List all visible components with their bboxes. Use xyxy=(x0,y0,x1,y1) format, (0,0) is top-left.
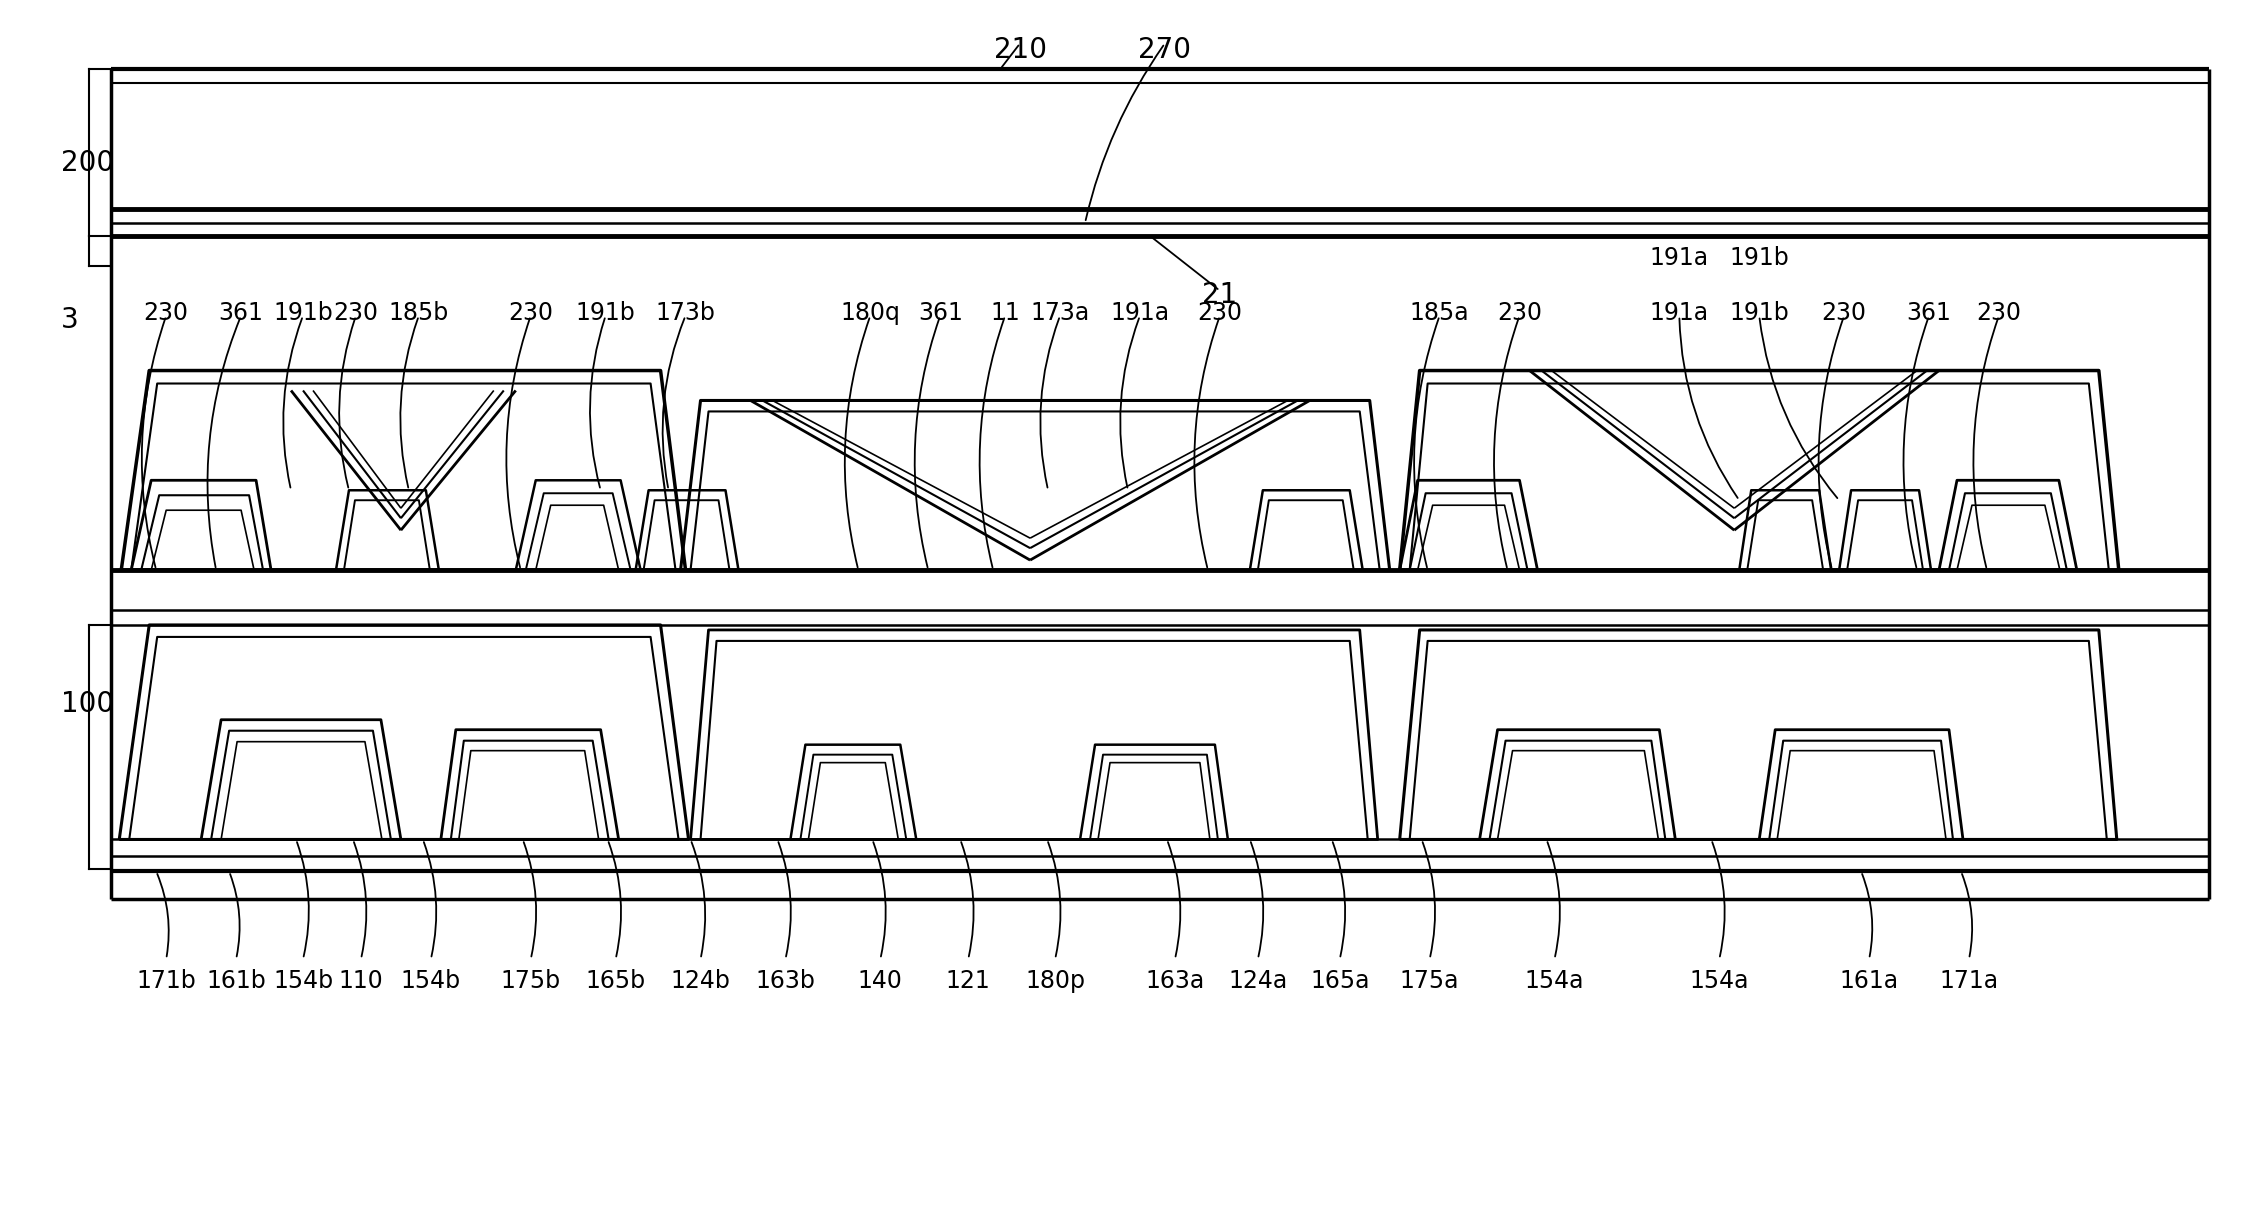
Text: 230: 230 xyxy=(143,301,188,325)
Text: 173b: 173b xyxy=(655,301,716,325)
Text: 210: 210 xyxy=(994,36,1046,64)
Text: 124b: 124b xyxy=(670,969,732,993)
Text: 110: 110 xyxy=(337,969,383,993)
Text: 200: 200 xyxy=(61,149,116,178)
Text: 3: 3 xyxy=(61,306,79,333)
Text: 191b: 191b xyxy=(575,301,636,325)
Text: 191b: 191b xyxy=(274,301,333,325)
Text: 191a: 191a xyxy=(1649,301,1708,325)
Text: 191a: 191a xyxy=(1110,301,1169,325)
Text: 191b: 191b xyxy=(1730,245,1789,269)
Text: 121: 121 xyxy=(947,969,990,993)
Text: 361: 361 xyxy=(1907,301,1952,325)
Text: 165a: 165a xyxy=(1309,969,1370,993)
Text: 21: 21 xyxy=(1203,280,1237,309)
Text: 230: 230 xyxy=(1198,301,1243,325)
Text: 230: 230 xyxy=(507,301,553,325)
Text: 11: 11 xyxy=(990,301,1019,325)
Text: 173a: 173a xyxy=(1031,301,1089,325)
Text: 171a: 171a xyxy=(1939,969,1998,993)
Text: 154b: 154b xyxy=(401,969,460,993)
Text: 180q: 180q xyxy=(840,301,899,325)
Text: 100: 100 xyxy=(61,690,116,718)
Text: 191b: 191b xyxy=(1730,301,1789,325)
Text: 140: 140 xyxy=(858,969,904,993)
Text: 154a: 154a xyxy=(1690,969,1749,993)
Text: 191a: 191a xyxy=(1649,245,1708,269)
Text: 230: 230 xyxy=(1977,301,2020,325)
Text: 230: 230 xyxy=(333,301,378,325)
Text: 163b: 163b xyxy=(757,969,815,993)
Text: 175b: 175b xyxy=(501,969,562,993)
Text: 161b: 161b xyxy=(206,969,265,993)
Text: 230: 230 xyxy=(1821,301,1866,325)
Text: 185b: 185b xyxy=(390,301,448,325)
Text: 124a: 124a xyxy=(1228,969,1287,993)
Text: 185a: 185a xyxy=(1409,301,1470,325)
Text: 180p: 180p xyxy=(1026,969,1085,993)
Text: 270: 270 xyxy=(1139,36,1191,64)
Text: 165b: 165b xyxy=(587,969,646,993)
Text: 154a: 154a xyxy=(1524,969,1583,993)
Text: 230: 230 xyxy=(1497,301,1542,325)
Text: 154b: 154b xyxy=(274,969,333,993)
Text: 175a: 175a xyxy=(1400,969,1459,993)
Text: 171b: 171b xyxy=(136,969,197,993)
Text: 361: 361 xyxy=(220,301,263,325)
Text: 163a: 163a xyxy=(1146,969,1205,993)
Text: 361: 361 xyxy=(917,301,963,325)
Text: 161a: 161a xyxy=(1839,969,1898,993)
